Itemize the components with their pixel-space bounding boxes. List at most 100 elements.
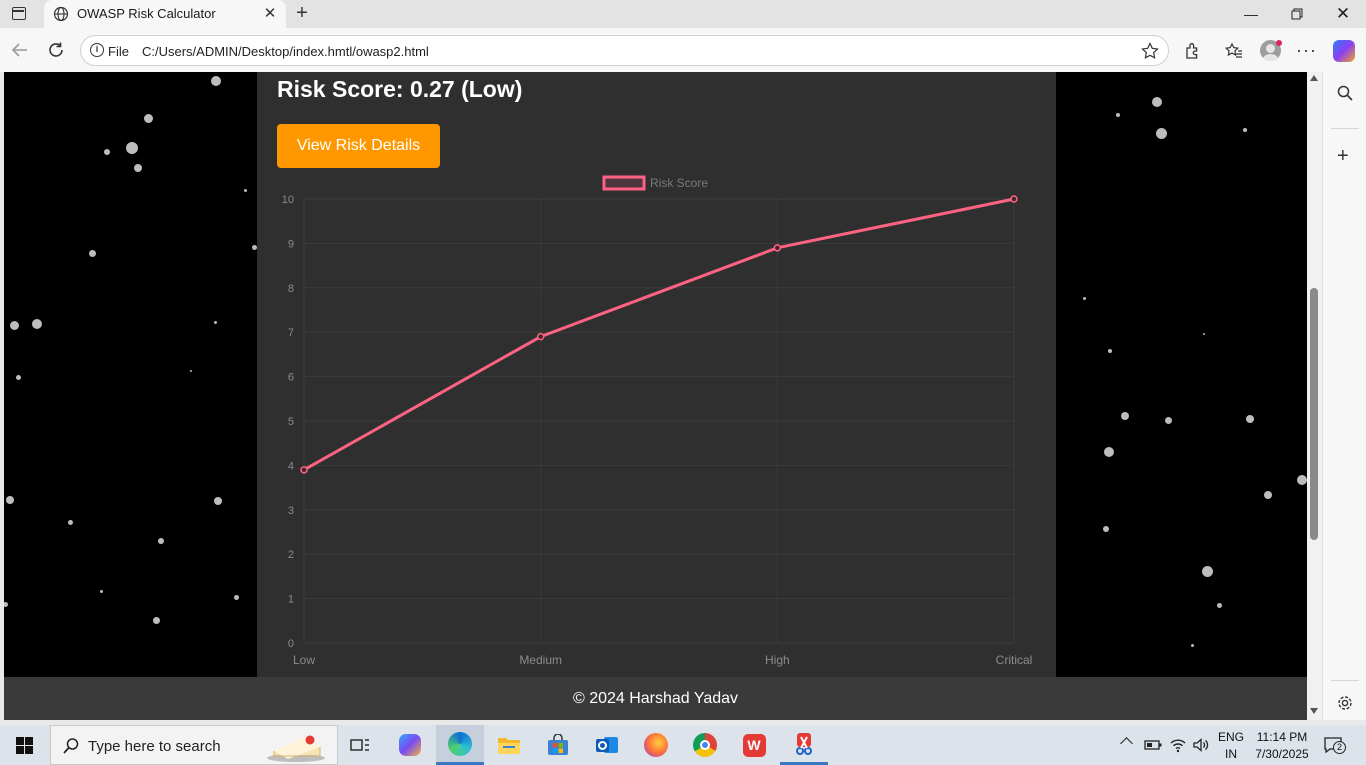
globe-icon: [53, 6, 69, 22]
taskbar-file-explorer-app[interactable]: [485, 725, 533, 765]
add-sidebar-app-icon[interactable]: +: [1337, 145, 1349, 167]
edge-browser-icon: [448, 731, 472, 756]
clock-date: 7/30/2025: [1255, 747, 1309, 761]
battery-icon[interactable]: [1144, 738, 1162, 752]
windows-taskbar: Type here to search W: [0, 725, 1366, 765]
volume-icon[interactable]: [1192, 737, 1210, 753]
profile-avatar[interactable]: [1260, 40, 1281, 61]
tab-actions-icon[interactable]: [12, 7, 26, 20]
data-point: [773, 244, 782, 252]
taskbar-copilot-app[interactable]: [386, 725, 434, 765]
taskbar-edge-app[interactable]: [436, 725, 484, 765]
legend-label: Risk Score: [650, 176, 708, 190]
scroll-down-arrow-icon[interactable]: [1310, 708, 1318, 714]
copilot-app-icon: [399, 734, 421, 756]
star-dot: [1121, 412, 1129, 420]
star-dot: [1155, 127, 1167, 139]
star-dot: [214, 497, 222, 505]
y-tick-label: 9: [288, 238, 294, 250]
y-tick-label: 4: [288, 460, 294, 472]
show-hidden-icons-chevron[interactable]: [1120, 737, 1133, 750]
tab-owasp-risk-calculator[interactable]: OWASP Risk Calculator ✕: [44, 0, 286, 28]
view-risk-details-button[interactable]: View Risk Details: [277, 124, 440, 168]
minimize-button[interactable]: —: [1244, 6, 1258, 22]
taskbar-firefox-app[interactable]: [632, 725, 680, 765]
extensions-icon[interactable]: [1184, 42, 1202, 60]
task-view-button[interactable]: [336, 725, 384, 765]
search-icon[interactable]: [1336, 84, 1354, 102]
star-dot: [1190, 643, 1194, 647]
x-tick-label: Low: [293, 653, 315, 667]
star-dot: [1243, 128, 1247, 132]
notification-count-badge: 2: [1333, 741, 1346, 754]
scissors-icon: [796, 732, 812, 755]
page-scrollbar[interactable]: [1307, 72, 1322, 720]
chrome-icon: [693, 733, 717, 757]
taskbar-outlook-app[interactable]: [583, 725, 631, 765]
address-bar[interactable]: i File C:/Users/ADMIN/Desktop/index.hmtl…: [80, 35, 1169, 66]
star-dot: [1246, 415, 1254, 423]
scrollbar-thumb[interactable]: [1310, 288, 1318, 540]
url-scheme-label: File: [108, 44, 129, 59]
notification-icon: [1324, 737, 1342, 754]
taskbar-search-box[interactable]: Type here to search: [50, 725, 338, 765]
windows-start-icon[interactable]: [16, 737, 33, 754]
y-tick-label: 5: [288, 416, 294, 428]
clock[interactable]: 11:14 PM 7/30/2025: [1250, 730, 1314, 761]
star-dot: [1203, 333, 1205, 335]
back-button[interactable]: [8, 38, 32, 62]
taskbar-wps-office-app[interactable]: W: [730, 725, 778, 765]
url-text[interactable]: C:/Users/ADMIN/Desktop/index.hmtl/owasp2…: [142, 44, 429, 59]
y-tick-label: 7: [288, 327, 294, 339]
taskbar-microsoft-store-app[interactable]: [534, 725, 582, 765]
star-dot: [1152, 97, 1162, 107]
star-dot: [1116, 113, 1120, 117]
copilot-icon[interactable]: [1333, 40, 1355, 62]
favorite-star-icon[interactable]: [1141, 42, 1159, 60]
star-dot: [15, 374, 21, 380]
star-dot: [213, 320, 217, 324]
notification-center-button[interactable]: 2: [1324, 737, 1346, 754]
language-code: ENG: [1217, 730, 1244, 744]
y-tick-label: 2: [288, 549, 294, 561]
taskbar-chrome-app[interactable]: [681, 725, 729, 765]
star-dot: [251, 244, 257, 250]
store-bag-icon: [548, 734, 568, 755]
close-tab-icon[interactable]: ✕: [263, 5, 277, 22]
restore-button[interactable]: [1274, 0, 1320, 28]
x-tick-label: High: [765, 653, 790, 667]
page-footer: © 2024 Harshad Yadav: [4, 677, 1307, 720]
firefox-icon: [644, 733, 668, 757]
star-dot: [1201, 565, 1213, 577]
taskbar-snipping-tool-app[interactable]: [780, 725, 828, 765]
series-line-risk-score: [303, 197, 1015, 472]
info-icon[interactable]: i: [90, 43, 104, 57]
close-window-button[interactable]: ✕: [1335, 4, 1351, 23]
star-dot: [126, 142, 138, 154]
data-point: [1010, 195, 1018, 203]
footer-copyright: © 2024 Harshad Yadav: [572, 689, 739, 707]
browser-toolbar: i File C:/Users/ADMIN/Desktop/index.hmtl…: [0, 28, 1366, 72]
risk-score-line-chart: 0 1 2 3 4 5 6 7 8 9 10 Low Medium High Critical Risk Sc…: [282, 175, 1032, 667]
star-dot: [1082, 296, 1086, 300]
favorites-icon[interactable]: [1225, 42, 1243, 60]
scroll-up-arrow-icon[interactable]: [1310, 75, 1318, 81]
star-dot: [1264, 491, 1272, 499]
wifi-icon[interactable]: [1169, 737, 1187, 753]
star-dot: [1108, 349, 1112, 353]
refresh-button[interactable]: [44, 38, 68, 62]
language-indicator[interactable]: ENG IN: [1216, 730, 1246, 761]
star-dot: [1104, 447, 1114, 457]
settings-gear-icon[interactable]: [1336, 694, 1354, 712]
folder-icon: [498, 738, 520, 754]
data-point: [300, 466, 308, 474]
more-options-icon[interactable]: ···: [1296, 40, 1317, 60]
new-tab-button[interactable]: +: [296, 2, 308, 24]
star-dot: [134, 164, 142, 172]
star-dot: [67, 519, 73, 525]
sidebar-divider-bottom: [1331, 680, 1359, 681]
y-tick-label: 6: [288, 372, 294, 384]
star-dot: [4, 601, 8, 607]
star-dot: [88, 249, 96, 257]
star-dot: [32, 319, 42, 329]
